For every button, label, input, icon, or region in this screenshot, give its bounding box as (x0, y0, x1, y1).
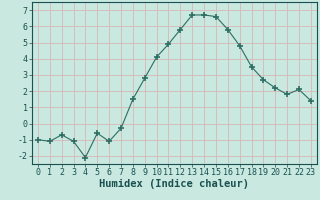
X-axis label: Humidex (Indice chaleur): Humidex (Indice chaleur) (100, 179, 249, 189)
